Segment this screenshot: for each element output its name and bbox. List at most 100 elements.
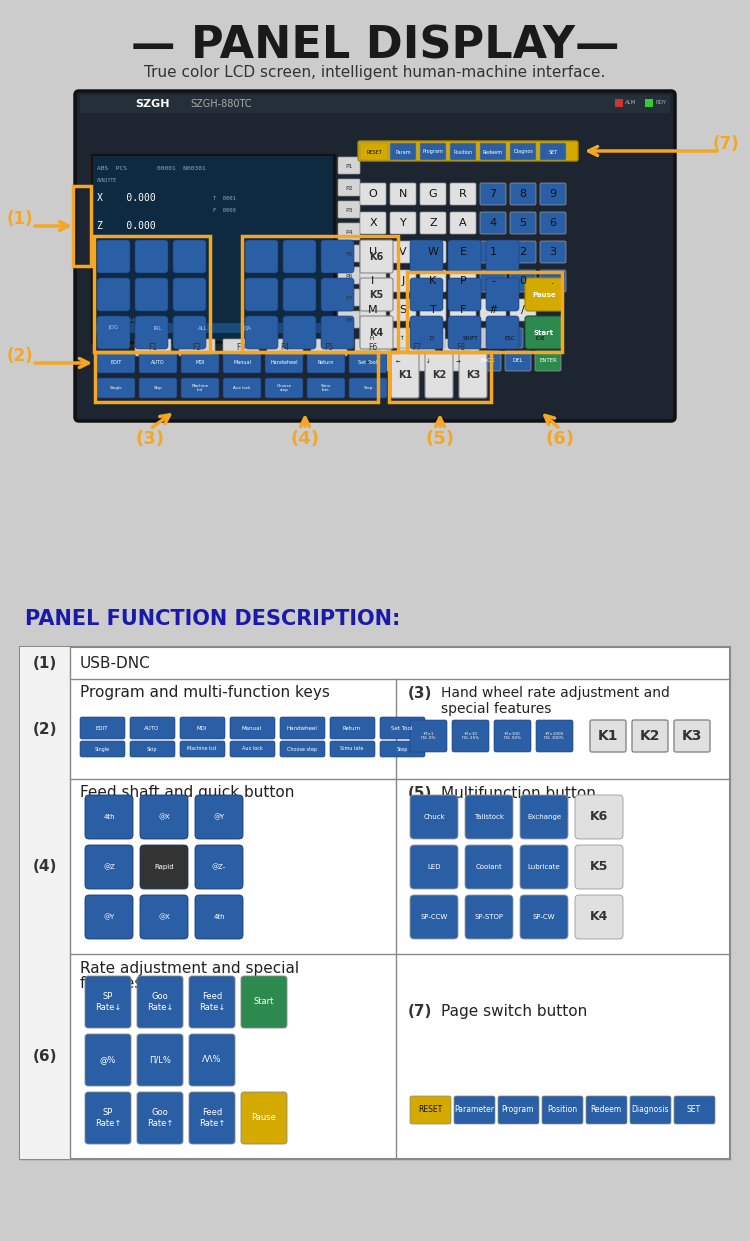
Text: P7: P7	[345, 295, 352, 300]
Text: Z    0.000: Z 0.000	[97, 221, 156, 231]
Text: Rate adjustment and special: Rate adjustment and special	[80, 961, 299, 975]
Bar	[20, 954, 70, 1159]
FancyBboxPatch shape	[230, 717, 275, 738]
Text: P: P	[460, 276, 466, 285]
Text: Step: Step	[363, 386, 373, 390]
Text: #: #	[488, 305, 498, 315]
Text: Program: Program	[502, 1106, 534, 1114]
FancyBboxPatch shape	[450, 271, 476, 292]
FancyBboxPatch shape	[130, 741, 175, 757]
Text: (6): (6)	[545, 429, 574, 448]
Text: S: S	[400, 305, 406, 315]
Text: F8: F8	[457, 344, 466, 352]
Text: SET: SET	[548, 149, 557, 154]
Text: T: T	[430, 305, 436, 315]
Text: — PANEL DISPLAY—: — PANEL DISPLAY—	[130, 25, 620, 67]
FancyBboxPatch shape	[97, 316, 130, 349]
FancyBboxPatch shape	[180, 717, 225, 738]
Text: ALM: ALM	[625, 101, 636, 105]
Text: SP-CCW: SP-CCW	[420, 915, 448, 920]
Text: special features: special features	[441, 702, 551, 716]
Text: O: O	[369, 189, 377, 199]
Text: Rapid: Rapid	[154, 864, 174, 870]
FancyBboxPatch shape	[450, 241, 476, 263]
Text: P6: P6	[345, 273, 352, 278]
Text: JOG: JOG	[108, 325, 118, 330]
FancyBboxPatch shape	[590, 720, 626, 752]
Text: K3: K3	[682, 728, 702, 743]
Text: Return: Return	[318, 360, 334, 366]
FancyBboxPatch shape	[173, 316, 206, 349]
FancyBboxPatch shape	[390, 182, 416, 205]
Text: Param: Param	[395, 149, 411, 154]
Text: (4): (4)	[290, 429, 320, 448]
Text: Set Tool: Set Tool	[392, 726, 412, 731]
Text: Multifunction button: Multifunction button	[441, 786, 596, 800]
FancyBboxPatch shape	[540, 143, 566, 160]
Text: 4: 4	[490, 218, 496, 228]
FancyBboxPatch shape	[410, 795, 458, 839]
Text: Lubricate: Lubricate	[528, 864, 560, 870]
FancyBboxPatch shape	[223, 339, 259, 356]
FancyBboxPatch shape	[280, 717, 325, 738]
Text: 5: 5	[520, 218, 526, 228]
FancyBboxPatch shape	[486, 278, 519, 311]
FancyBboxPatch shape	[267, 339, 303, 356]
FancyBboxPatch shape	[283, 278, 316, 311]
Bar	[20, 679, 70, 779]
Text: SP-CW: SP-CW	[532, 915, 555, 920]
FancyBboxPatch shape	[265, 352, 303, 374]
Text: SP-STOP: SP-STOP	[475, 915, 503, 920]
FancyBboxPatch shape	[245, 316, 278, 349]
FancyBboxPatch shape	[135, 240, 168, 273]
FancyBboxPatch shape	[338, 179, 360, 196]
FancyBboxPatch shape	[139, 379, 177, 398]
FancyBboxPatch shape	[349, 352, 387, 374]
FancyBboxPatch shape	[360, 212, 386, 235]
Text: (3): (3)	[136, 429, 164, 448]
Text: SP
Rate↑: SP Rate↑	[94, 1108, 122, 1128]
FancyBboxPatch shape	[520, 795, 568, 839]
FancyBboxPatch shape	[410, 1096, 451, 1124]
FancyBboxPatch shape	[420, 241, 446, 263]
Text: Position: Position	[547, 1106, 577, 1114]
Text: Machine lcd: Machine lcd	[188, 747, 217, 752]
Text: 0: 0	[520, 276, 526, 285]
FancyBboxPatch shape	[307, 352, 345, 374]
Text: Start: Start	[534, 330, 554, 336]
FancyBboxPatch shape	[173, 240, 206, 273]
FancyBboxPatch shape	[360, 328, 385, 347]
Text: AUTO: AUTO	[144, 726, 160, 731]
FancyBboxPatch shape	[189, 1034, 235, 1086]
Text: @Y: @Y	[213, 814, 225, 820]
FancyBboxPatch shape	[338, 311, 360, 328]
FancyBboxPatch shape	[575, 895, 623, 939]
Text: Parameter: Parameter	[454, 1106, 494, 1114]
FancyBboxPatch shape	[223, 352, 261, 374]
Bar	[0, 0, 750, 86]
FancyBboxPatch shape	[420, 328, 445, 347]
Text: K6: K6	[369, 252, 383, 262]
Text: EDIT: EDIT	[110, 360, 122, 366]
Bar	[80, 96, 670, 113]
Text: D: D	[430, 335, 434, 340]
FancyBboxPatch shape	[360, 143, 388, 160]
Text: •Π×100
Π/L 50%: •Π×100 Π/L 50%	[503, 732, 520, 741]
Text: /: /	[521, 305, 525, 315]
Text: K2: K2	[432, 370, 446, 380]
FancyBboxPatch shape	[448, 316, 481, 349]
FancyBboxPatch shape	[415, 351, 441, 371]
Text: →: →	[456, 359, 460, 364]
FancyBboxPatch shape	[135, 316, 168, 349]
FancyBboxPatch shape	[410, 278, 443, 311]
FancyBboxPatch shape	[181, 352, 219, 374]
FancyBboxPatch shape	[355, 351, 381, 371]
Text: Position: Position	[454, 149, 472, 154]
FancyBboxPatch shape	[179, 339, 215, 356]
Text: ≡: ≡	[366, 359, 370, 364]
FancyBboxPatch shape	[575, 795, 623, 839]
Text: E: E	[460, 247, 466, 257]
FancyBboxPatch shape	[480, 143, 506, 160]
Text: Aux lock: Aux lock	[242, 747, 262, 752]
Text: H: H	[370, 335, 374, 340]
